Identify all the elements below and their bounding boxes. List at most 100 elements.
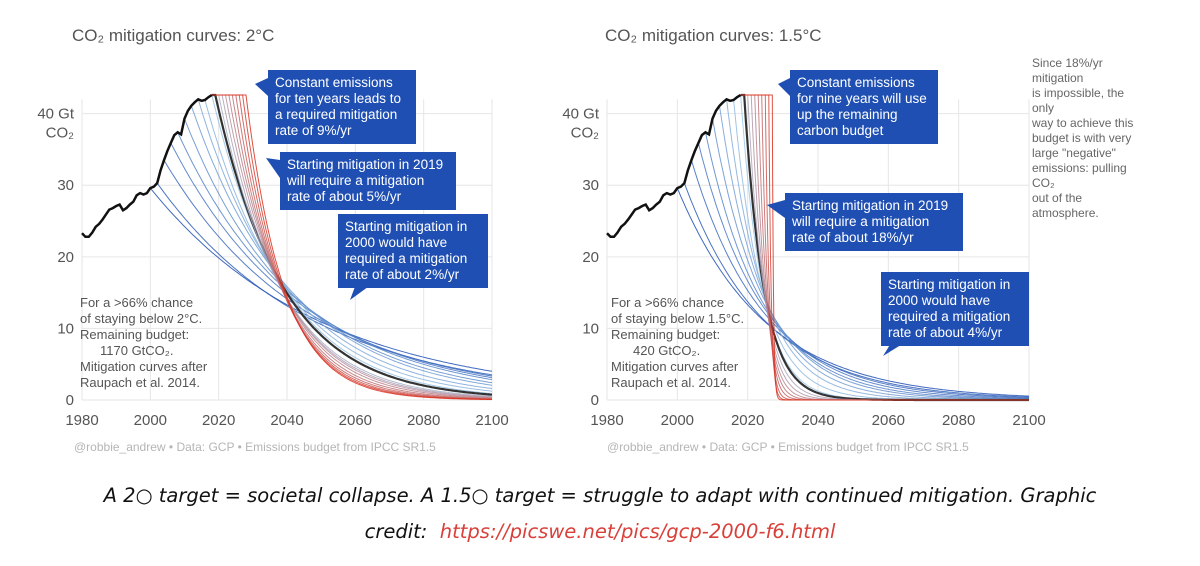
mitigation-curve-2000 xyxy=(149,187,493,372)
y-tick-label: 10 xyxy=(582,320,599,337)
caption-link[interactable]: https://picswe.net/pics/gcp-2000-f6.html xyxy=(439,520,836,543)
mitigation-curve-2020 xyxy=(211,94,493,397)
note-line: of staying below 2°C. xyxy=(80,311,203,326)
mitigation-curve-2012 xyxy=(190,105,493,386)
callout-pointer-start-2000 xyxy=(350,284,372,300)
side-note-line: large "negative" xyxy=(1032,146,1116,160)
note-line: Mitigation curves after xyxy=(80,359,208,374)
callout-pointer-start-2019 xyxy=(767,200,785,218)
x-tick-label: 2060 xyxy=(339,412,372,429)
note-line: Remaining budget: xyxy=(80,327,190,342)
caption-text: A 2○ target = societal collapse. A 1.5○ … xyxy=(103,484,1097,507)
callout-pointer-nine-years xyxy=(778,78,790,96)
y-axis-unit-top: 40 Gt xyxy=(37,106,75,123)
side-note-line: out of the atmosphere. xyxy=(1032,191,1099,220)
callout-text: Constant emissions for nine years will u… xyxy=(797,75,927,138)
figure-caption: A 2○ target = societal collapse. A 1.5○ … xyxy=(0,478,1200,550)
historical-emissions-line xyxy=(606,93,742,239)
x-tick-label: 2100 xyxy=(475,412,508,429)
x-tick-label: 2000 xyxy=(661,412,694,429)
mitigation-curves xyxy=(149,93,493,400)
callout-nine-years: Constant emissions for nine years will u… xyxy=(790,70,938,144)
chart-title: CO₂ mitigation curves: 2°C xyxy=(72,26,275,45)
y-tick-label: 30 xyxy=(582,177,599,194)
callout-start-2000: Starting mitigation in 2000 would have r… xyxy=(338,214,488,288)
side-note-line: Since 18%/yr mitigation xyxy=(1032,56,1103,85)
side-note-line: is impossible, the only xyxy=(1032,86,1125,115)
callout-start-2000: Starting mitigation in 2000 would have r… xyxy=(881,272,1029,346)
y-tick-label: 0 xyxy=(66,392,74,409)
callout-text: Constant emissions for ten years leads t… xyxy=(275,75,402,138)
callout-text: Starting mitigation in 2019 will require… xyxy=(792,198,949,245)
x-tick-label: 1980 xyxy=(65,412,98,429)
caption-credit-label: credit: xyxy=(364,520,428,543)
mitigation-curve-2027 xyxy=(740,94,1029,401)
y-axis-unit-bottom: CO₂ xyxy=(46,125,75,142)
y-axis-unit-bottom: CO₂ xyxy=(571,125,600,142)
budget-note: For a >66% chance of staying below 1.5°C… xyxy=(611,295,744,391)
x-tick-label: 2100 xyxy=(1012,412,1045,429)
mitigation-curve-2004 xyxy=(690,160,1029,399)
y-tick-label: 20 xyxy=(57,249,74,266)
note-line: For a >66% chance xyxy=(611,295,725,310)
mitigation-curve-2022 xyxy=(211,94,493,398)
callout-start-2019: Starting mitigation in 2019 will require… xyxy=(785,193,963,251)
mitigation-curve-2014 xyxy=(197,99,493,389)
note-line: 1170 GtCO₂. xyxy=(100,343,174,358)
note-line: 420 GtCO₂. xyxy=(633,343,701,358)
x-tick-label: 2060 xyxy=(872,412,905,429)
x-tick-label: 2020 xyxy=(202,412,235,429)
callout-start-2019: Starting mitigation in 2019 will require… xyxy=(280,152,456,210)
note-line: Mitigation curves after xyxy=(611,359,739,374)
chart-credit: @robbie_andrew • Data: GCP • Emissions b… xyxy=(607,440,969,454)
mitigation-curve-2006 xyxy=(697,142,1029,399)
mitigation-curve-2024 xyxy=(211,94,492,399)
callout-pointer-start-2019 xyxy=(266,158,280,178)
mitigation-curve-2010 xyxy=(184,118,493,384)
callout-text: Starting mitigation in 2000 would have r… xyxy=(345,219,468,282)
mitigation-curve-2008 xyxy=(705,132,1029,400)
note-line: of staying below 1.5°C. xyxy=(611,311,745,326)
budget-note: For a >66% chance of staying below 2°C. … xyxy=(80,295,207,391)
negative-emissions-note: Since 18%/yr mitigation is impossible, t… xyxy=(1032,56,1135,221)
callout-ten-years: Constant emissions for ten years leads t… xyxy=(268,70,416,144)
note-line: Raupach et al. 2014. xyxy=(611,375,731,390)
note-line: Remaining budget: xyxy=(611,327,721,342)
x-tick-label: 2040 xyxy=(270,412,303,429)
chart-plot-1-5c: 1980 2000 2020 2040 2060 2080 2100 0 10 20 30 40 Gt… xyxy=(562,78,1046,429)
mitigation-curve-2019 xyxy=(211,93,493,396)
x-tick-label: 2080 xyxy=(942,412,975,429)
x-tick-label: 2080 xyxy=(407,412,440,429)
y-tick-label: 0 xyxy=(591,392,599,409)
callout-text: Starting mitigation in 2000 would have r… xyxy=(888,277,1011,340)
x-tick-label: 2000 xyxy=(134,412,167,429)
mitigation-curve-2028 xyxy=(211,94,492,400)
mitigation-curve-2016 xyxy=(204,99,493,392)
mitigation-curve-2025 xyxy=(211,94,492,400)
y-tick-label: 20 xyxy=(582,249,599,266)
mitigation-curve-2008 xyxy=(177,132,493,381)
y-axis-unit-top: 40 Gt xyxy=(562,106,600,123)
mitigation-curve-2002 xyxy=(683,182,1030,398)
y-tick-label: 30 xyxy=(57,177,74,194)
mitigation-curve-2021 xyxy=(211,94,493,398)
y-tick-label: 10 xyxy=(57,320,74,337)
x-tick-label: 2040 xyxy=(801,412,834,429)
callout-pointer-ten-years xyxy=(255,78,268,96)
chart-panel-2c: CO₂ mitigation curves: 2°C 1980 2000 2020 2… xyxy=(10,0,600,458)
chart-credit: @robbie_andrew • Data: GCP • Emissions b… xyxy=(74,440,436,454)
x-tick-label: 1980 xyxy=(590,412,623,429)
chart-panel-1-5c: CO₂ mitigation curves: 1.5°C 1980 2000 202… xyxy=(545,0,1135,458)
side-note-line: way to achieve this xyxy=(1032,116,1134,130)
mitigation-curves xyxy=(676,93,1030,402)
caption-credit-line: credit: https://picswe.net/pics/gcp-2000… xyxy=(0,514,1200,550)
side-note-line: budget is with very xyxy=(1032,131,1132,145)
callout-text: Starting mitigation in 2019 will require… xyxy=(287,157,444,204)
chart-title: CO₂ mitigation curves: 1.5°C xyxy=(605,26,822,45)
mitigation-curve-2000 xyxy=(676,187,1030,397)
note-line: Raupach et al. 2014. xyxy=(80,375,200,390)
note-line: For a >66% chance xyxy=(80,295,194,310)
x-tick-label: 2020 xyxy=(731,412,764,429)
historical-emissions-line xyxy=(81,93,213,239)
side-note-line: emissions: pulling CO₂ xyxy=(1032,161,1127,190)
